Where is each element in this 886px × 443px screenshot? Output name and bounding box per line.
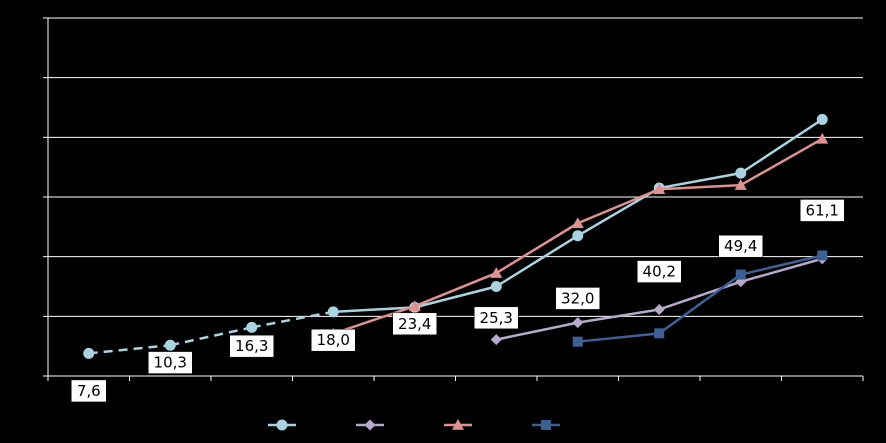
data-point-diamond bbox=[572, 317, 584, 329]
series-diamond bbox=[490, 253, 828, 346]
data-label-text: 61,1 bbox=[806, 201, 839, 219]
series-segment bbox=[659, 183, 741, 191]
data-point-diamond bbox=[653, 303, 665, 315]
series-segment bbox=[414, 271, 497, 308]
series-segment bbox=[414, 285, 497, 309]
series-segment bbox=[740, 254, 823, 276]
data-point-square bbox=[654, 328, 665, 339]
data-label-text: 18,0 bbox=[317, 331, 350, 349]
data-label-text: 40,2 bbox=[643, 263, 676, 281]
data-label: 23,4 bbox=[392, 312, 437, 336]
data-label-box bbox=[392, 312, 437, 336]
series-segment bbox=[577, 332, 660, 343]
data-point-square bbox=[735, 269, 746, 280]
series-segment bbox=[577, 188, 660, 225]
data-label-text: 23,4 bbox=[398, 315, 431, 333]
data-point-triangle bbox=[816, 132, 829, 144]
data-label-box bbox=[229, 334, 274, 358]
data-point-triangle bbox=[571, 217, 584, 229]
data-label: 18,0 bbox=[311, 328, 356, 352]
data-label-box bbox=[148, 351, 193, 374]
data-label-box bbox=[718, 234, 763, 258]
series-segment bbox=[740, 257, 823, 283]
data-label-box bbox=[555, 287, 600, 310]
data-point-diamond bbox=[490, 334, 502, 346]
series-square bbox=[572, 250, 828, 347]
series-segment bbox=[495, 222, 579, 275]
series-layer bbox=[83, 113, 829, 359]
data-label-box bbox=[637, 260, 682, 283]
data-label: 7,6 bbox=[71, 379, 107, 403]
data-point-circle bbox=[164, 339, 176, 351]
legend bbox=[268, 419, 560, 431]
data-point-circle bbox=[735, 167, 747, 179]
data-point-triangle bbox=[490, 267, 503, 278]
data-label: 10,3 bbox=[148, 351, 193, 374]
legend-entry-diamond bbox=[356, 419, 384, 431]
axes bbox=[43, 17, 864, 381]
data-point-circle bbox=[327, 306, 339, 318]
data-label-text: 25,3 bbox=[480, 309, 513, 327]
data-label-text: 49,4 bbox=[724, 237, 757, 255]
data-label-box bbox=[474, 306, 519, 330]
data-label-text: 7,6 bbox=[77, 382, 101, 400]
data-label: 49,4 bbox=[718, 234, 763, 258]
legend-marker-diamond bbox=[364, 419, 376, 431]
data-point-circle bbox=[572, 230, 584, 242]
series-segment bbox=[658, 273, 742, 335]
data-label-box bbox=[800, 199, 845, 222]
data-label: 32,0 bbox=[555, 287, 600, 310]
series-segment bbox=[333, 306, 415, 314]
data-label: 40,2 bbox=[637, 260, 682, 283]
data-label-box bbox=[311, 328, 356, 352]
data-point-triangle bbox=[734, 179, 747, 190]
data-labels: 7,6 10,3 16,3 18,0 23,4 25,3 32,0 40,2 49,4 61,1 bbox=[71, 199, 845, 403]
legend-marker-circle bbox=[276, 419, 288, 431]
gridlines bbox=[48, 17, 863, 317]
data-point-square bbox=[572, 336, 583, 347]
series-segment bbox=[658, 280, 742, 311]
data-point-circle bbox=[816, 113, 828, 125]
legend-entry-circle bbox=[268, 419, 296, 431]
legend-entry-square bbox=[532, 420, 560, 430]
data-label: 25,3 bbox=[474, 306, 519, 330]
data-point-circle bbox=[490, 281, 502, 292]
series-segment bbox=[659, 171, 741, 190]
data-point-circle bbox=[246, 321, 258, 333]
series-segment bbox=[251, 310, 334, 329]
legend-entry-triangle bbox=[444, 419, 472, 430]
series-triangle bbox=[327, 132, 829, 339]
data-label-text: 32,0 bbox=[561, 289, 594, 307]
data-point-circle bbox=[83, 347, 95, 359]
series-segment bbox=[740, 118, 823, 175]
data-point-triangle bbox=[653, 183, 666, 195]
data-label: 16,3 bbox=[229, 334, 274, 358]
series-segment bbox=[88, 344, 171, 355]
legend-marker-square bbox=[541, 420, 551, 430]
series-circle bbox=[83, 113, 828, 359]
data-label: 61,1 bbox=[800, 199, 845, 222]
data-point-triangle bbox=[408, 300, 421, 311]
data-label-text: 10,3 bbox=[154, 354, 187, 372]
data-point-square bbox=[817, 250, 828, 261]
legend-marker-triangle bbox=[452, 419, 464, 430]
series-segment bbox=[495, 234, 579, 288]
series-segment bbox=[495, 321, 579, 341]
series-segment bbox=[577, 308, 660, 324]
series-segment bbox=[740, 137, 823, 187]
data-label-box bbox=[71, 379, 107, 403]
data-label-text: 16,3 bbox=[235, 337, 268, 355]
